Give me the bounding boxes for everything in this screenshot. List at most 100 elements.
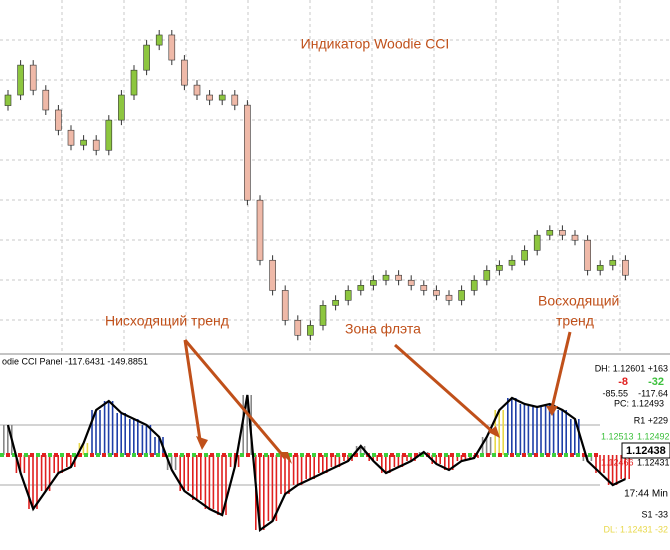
candle [407,279,415,286]
candle [496,265,503,271]
cci-bar [179,455,181,491]
candle [206,94,213,101]
zero-dot [498,453,502,457]
zero-dot [420,453,424,457]
cci-bar [590,455,593,461]
zero-dot [24,453,28,457]
cci-bar [347,455,349,461]
panel-text: S1 -33 [641,509,668,519]
cci-bar [507,398,509,455]
zero-dot [132,453,136,457]
zero-dot [228,453,232,457]
zero-dot [222,453,226,457]
zero-dot [156,453,160,457]
candle [533,234,541,251]
cci-bar [124,413,126,455]
zero-dot [150,453,154,457]
zero-dot [12,453,16,457]
candle [395,274,402,281]
panel-text: 1.12466 [601,457,634,467]
cci-bar [615,455,618,485]
zero-dot [330,453,334,457]
zero-dot [360,453,364,457]
zero-dot [516,453,520,457]
cci-bar [456,455,459,461]
cci-bar [548,404,551,455]
cci-bar [53,455,55,473]
cci-bar [70,455,72,467]
cci-bar [246,395,248,455]
panel-text: DL: 1.12431 -32 [603,524,668,534]
zero-dot [372,453,376,457]
zero-dot [468,453,472,457]
arrow [550,331,572,409]
candle [269,259,276,291]
candle [256,199,264,261]
cci-bar [116,413,118,455]
chart-title: Индикатор Woodie CCI [301,36,450,52]
candle [130,69,138,96]
zero-dot [42,453,46,457]
cci-bar [263,455,265,530]
zero-dot [138,453,142,457]
cci-bar [511,398,513,455]
cci-bar [557,410,559,455]
candle [67,129,75,146]
annotation: Восходящий [538,293,619,309]
zero-dot [522,453,526,457]
cci-bar [300,455,303,485]
zero-dot [510,453,514,457]
panel-text: -8 [618,376,628,388]
zero-dot [216,453,220,457]
cci-bar [204,455,207,509]
candle [319,305,327,326]
cci-bar [515,398,517,455]
candle [231,94,239,106]
cci-bar [565,410,567,455]
cci-bar [309,455,311,479]
cci-bar [603,455,605,473]
cci-bar [237,455,240,467]
arrowhead [280,452,292,464]
cci-bar [401,455,404,467]
candle [244,104,251,201]
arrowheads [196,406,558,464]
zero-dot [438,453,442,457]
panel-text: 1.12513 [601,431,634,441]
cci-bar [435,455,437,464]
cci-bar [187,455,189,491]
candle [470,279,478,291]
cci-bar [154,437,156,455]
zero-dot [528,453,532,457]
cci-bar [540,407,542,455]
cci-bar [611,455,614,485]
zero-dot [78,453,82,457]
candle [332,299,339,306]
cci-bar [233,455,236,467]
cci-bar [552,404,555,455]
cci-bar [343,455,345,461]
candle [344,290,352,301]
cci-bar [418,452,421,455]
cci-bar [544,404,547,455]
panel-text: 1.12492 [637,431,670,441]
cci-bar [15,455,18,473]
zero-dot [504,453,508,457]
cci-bar [485,437,488,455]
zero-dot [564,453,568,457]
zero-dot [210,453,214,457]
cci-bar [599,455,601,473]
zero-dot [174,453,178,457]
zero-dot [90,453,94,457]
cci-bar [225,455,227,515]
candle [193,84,201,96]
cci-bar [406,455,408,461]
zero-dot [492,453,496,457]
indicator-title: odie CCI Panel -117.6431 -149.8851 [2,356,148,366]
cci-bar [359,446,362,455]
cci-bar [280,455,282,494]
cci-bar [334,455,337,467]
zero-dot [384,453,388,457]
cci-bar [103,401,106,455]
cci-bar [3,425,5,455]
